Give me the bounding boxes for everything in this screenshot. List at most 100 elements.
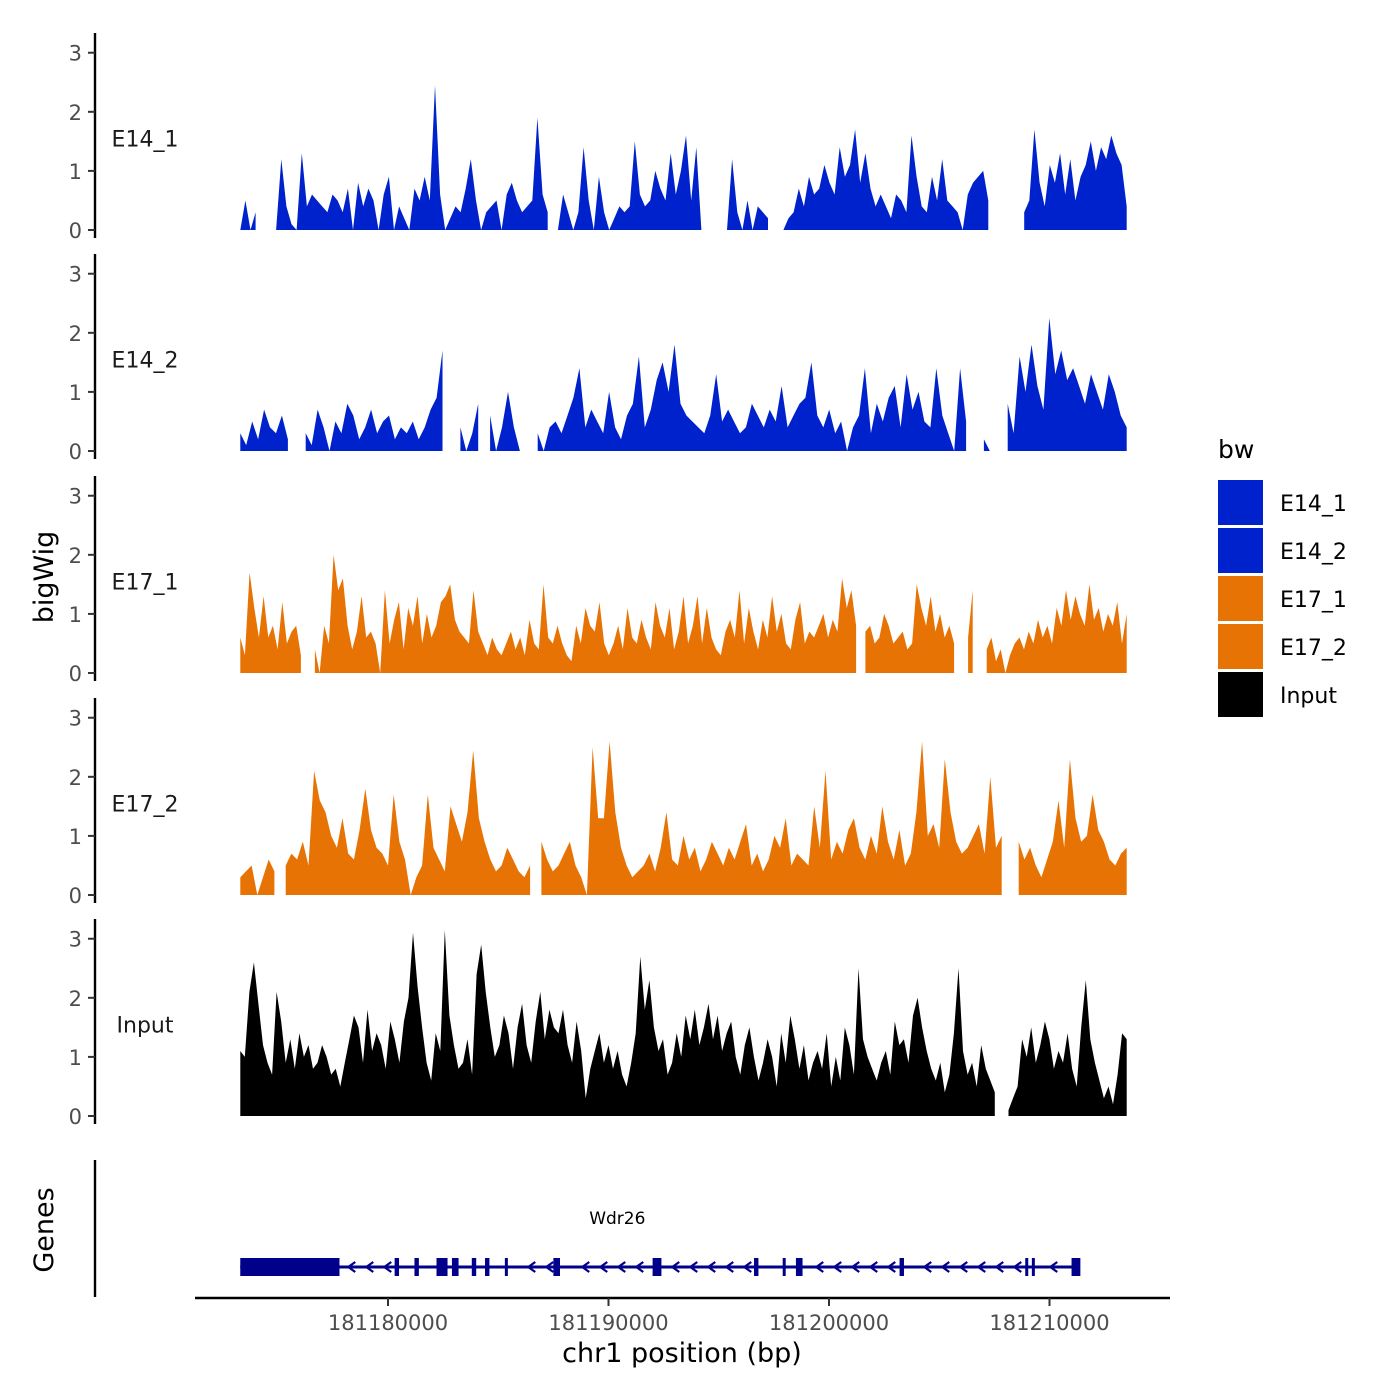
gene-exon xyxy=(754,1258,759,1276)
legend-label: E14_1 xyxy=(1280,492,1347,517)
strand-arrow xyxy=(742,1261,752,1273)
gene-exon xyxy=(451,1258,459,1276)
y-tick-label: 3 xyxy=(69,707,82,731)
legend-swatch xyxy=(1218,672,1263,717)
gene-name-label: Wdr26 xyxy=(589,1209,645,1229)
strand-arrow xyxy=(868,1261,878,1273)
gene-exon xyxy=(899,1258,904,1276)
gene-exon xyxy=(471,1258,477,1276)
gene-exon xyxy=(485,1258,490,1276)
y-tick-label: 0 xyxy=(69,219,82,243)
track-panel-e17-1: 0 1 2 3 E17_1 xyxy=(69,476,1127,686)
y-tick-label: 1 xyxy=(69,1046,82,1070)
y-axis-title: bigWig xyxy=(29,531,60,624)
gene-exon xyxy=(504,1258,508,1276)
legend-item-e14-2: E14_2 xyxy=(1218,528,1347,573)
x-tick-label: 181200000 xyxy=(769,1311,889,1335)
track-panels: 0 1 2 3 E14_1 0 1 2 3 E14_2 0 1 2 3 E17_1 0 1 2 3 E17_2 0 1 2 3… xyxy=(69,33,1127,1129)
strand-arrow xyxy=(364,1261,374,1273)
y-tick-label: 1 xyxy=(69,381,82,405)
strand-arrow xyxy=(1048,1261,1058,1273)
gene-exon xyxy=(240,1258,340,1276)
gene-exon xyxy=(1071,1258,1081,1276)
strand-arrow xyxy=(346,1261,356,1273)
strand-arrow xyxy=(814,1261,824,1273)
strand-arrow xyxy=(544,1261,554,1273)
track-label: E17_1 xyxy=(112,570,179,595)
gene-exon xyxy=(414,1258,419,1276)
y-tick-label: 0 xyxy=(69,440,82,464)
strand-arrow xyxy=(688,1261,698,1273)
legend-items: E14_1 E14_2 E17_1 E17_2 Input xyxy=(1218,480,1347,717)
x-tick-label: 181180000 xyxy=(328,1311,448,1335)
strand-arrow xyxy=(634,1261,644,1273)
track-panel-e14-1: 0 1 2 3 E14_1 xyxy=(69,33,1127,243)
y-tick-label: 2 xyxy=(69,987,82,1011)
strand-arrow xyxy=(940,1261,950,1273)
legend-item-e17-2: E17_2 xyxy=(1218,624,1347,669)
legend-item-input: Input xyxy=(1218,672,1337,717)
strand-arrow xyxy=(958,1261,968,1273)
legend-title: bw xyxy=(1218,435,1254,464)
strand-arrow xyxy=(724,1261,734,1273)
y-tick-label: 0 xyxy=(69,662,82,686)
legend-swatch xyxy=(1218,528,1263,573)
y-tick-label: 0 xyxy=(69,884,82,908)
coverage-area-e17-1 xyxy=(240,554,1127,673)
y-tick-label: 0 xyxy=(69,1105,82,1129)
strand-arrow xyxy=(616,1261,626,1273)
gene-exon xyxy=(795,1258,803,1276)
legend-label: E14_2 xyxy=(1280,540,1347,565)
x-axis-title: chr1 position (bp) xyxy=(562,1338,802,1369)
x-axis: 181180000 181190000 181200000 181210000 xyxy=(195,1296,1170,1335)
coverage-area-e17-2 xyxy=(240,741,1127,895)
strand-arrow xyxy=(670,1261,680,1273)
y-tick-label: 2 xyxy=(69,544,82,568)
gene-panel: Wdr26 xyxy=(93,1160,1081,1297)
strand-arrow xyxy=(598,1261,608,1273)
track-label: E17_2 xyxy=(112,792,179,817)
y-tick-label: 1 xyxy=(69,603,82,627)
x-tick-label: 181190000 xyxy=(548,1311,668,1335)
track-panel-e17-2: 0 1 2 3 E17_2 xyxy=(69,698,1127,908)
strand-arrow xyxy=(1012,1261,1022,1273)
legend-swatch xyxy=(1218,624,1263,669)
strand-arrow xyxy=(382,1261,392,1273)
legend-item-e14-1: E14_1 xyxy=(1218,480,1347,525)
y-tick-label: 2 xyxy=(69,322,82,346)
coverage-area-e14-1 xyxy=(240,85,1127,230)
y-tick-label: 2 xyxy=(69,101,82,125)
y-tick-label: 3 xyxy=(69,263,82,287)
y-tick-label: 3 xyxy=(69,42,82,66)
legend-label: Input xyxy=(1280,684,1337,709)
y-tick-label: 1 xyxy=(69,160,82,184)
legend-swatch xyxy=(1218,480,1263,525)
strand-arrow xyxy=(580,1261,590,1273)
legend-swatch xyxy=(1218,576,1263,621)
strand-arrow xyxy=(832,1261,842,1273)
gene-exon xyxy=(782,1258,786,1276)
strand-arrow xyxy=(976,1261,986,1273)
gene-exon xyxy=(436,1258,448,1276)
genes-panel-title: Genes xyxy=(29,1187,60,1272)
legend: bw E14_1 E14_2 E17_1 E17_2 Input xyxy=(1218,435,1347,717)
strand-arrow xyxy=(886,1261,896,1273)
x-tick-label: 181210000 xyxy=(989,1311,1109,1335)
strand-arrow xyxy=(850,1261,860,1273)
y-tick-label: 3 xyxy=(69,485,82,509)
y-tick-label: 1 xyxy=(69,825,82,849)
strand-arrow xyxy=(994,1261,1004,1273)
gene-exon xyxy=(1031,1258,1035,1276)
gene-exon xyxy=(652,1258,662,1276)
strand-arrow xyxy=(526,1261,536,1273)
strand-arrow xyxy=(706,1261,716,1273)
legend-item-e17-1: E17_1 xyxy=(1218,576,1347,621)
coverage-area-input xyxy=(240,929,1127,1116)
track-label: E14_1 xyxy=(112,127,179,152)
track-label: Input xyxy=(117,1013,174,1038)
track-label: E14_2 xyxy=(112,348,179,373)
track-panel-e14-2: 0 1 2 3 E14_2 xyxy=(69,254,1127,464)
legend-label: E17_1 xyxy=(1280,588,1347,613)
y-tick-label: 2 xyxy=(69,766,82,790)
